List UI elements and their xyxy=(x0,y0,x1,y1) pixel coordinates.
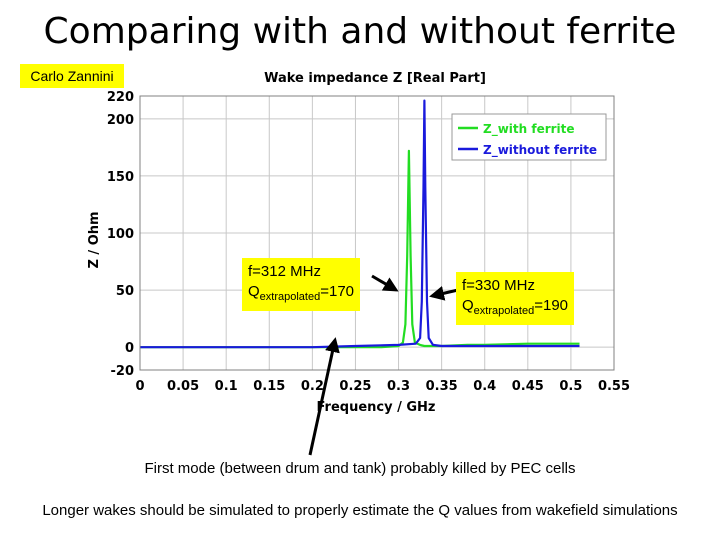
y-tick-label: -20 xyxy=(111,364,135,379)
callout-left-q-value: =170 xyxy=(320,283,355,300)
series-line-without-ferrite xyxy=(140,99,580,349)
callout-right: f=330 MHz Qextrapolated=190 xyxy=(456,272,575,325)
legend-label-with-ferrite: Z_with ferrite xyxy=(483,122,575,137)
callout-left-q-subscript: extrapolated xyxy=(259,291,321,303)
y-tick-label: 100 xyxy=(107,227,134,242)
chart-title: Wake impedance Z [Real Part] xyxy=(264,71,486,86)
arrow-left-callout xyxy=(371,274,399,292)
y-tick-label: 50 xyxy=(116,284,134,299)
callout-left-q: Qextrapolated=170 xyxy=(248,282,354,307)
y-tick-label: 150 xyxy=(107,170,134,185)
callout-right-q-value: =190 xyxy=(534,297,569,314)
callout-right-q-subscript: extrapolated xyxy=(473,305,535,317)
callout-left-q-symbol: Q xyxy=(248,283,260,300)
callout-right-q: Qextrapolated=190 xyxy=(462,296,568,321)
callout-left-frequency: f=312 MHz xyxy=(248,263,321,280)
note-first-mode: First mode (between drum and tank) proba… xyxy=(144,460,576,477)
author-label: Carlo Zannini xyxy=(20,64,124,88)
x-tick-label: 0.05 xyxy=(167,379,199,394)
x-tick-label: 0.25 xyxy=(339,379,371,394)
y-axis-label: Z / Ohm xyxy=(87,211,102,268)
note-longer-wakes: Longer wakes should be simulated to prop… xyxy=(42,502,678,519)
y-tick-label: 0 xyxy=(125,341,134,356)
x-tick-label: 0.5 xyxy=(559,379,582,394)
callout-left: f=312 MHz Qextrapolated=170 xyxy=(242,258,361,311)
x-tick-label: 0.3 xyxy=(387,379,410,394)
x-tick-label: 0 xyxy=(135,379,144,394)
slide-title: Comparing with and without ferrite xyxy=(43,11,677,52)
callout-right-q-symbol: Q xyxy=(462,297,474,314)
legend: Z_with ferrite Z_without ferrite xyxy=(451,113,607,161)
y-tick-label: 200 xyxy=(107,113,134,128)
plot-frame xyxy=(139,95,615,371)
x-tick-label: 0.45 xyxy=(512,379,544,394)
x-tick-label: 0.2 xyxy=(301,379,324,394)
x-tick-label: 0.1 xyxy=(215,379,238,394)
y-tick-label: 220 xyxy=(107,90,134,105)
legend-label-without-ferrite: Z_without ferrite xyxy=(483,143,597,158)
legend-box xyxy=(451,113,607,161)
arrow-first-mode xyxy=(308,337,340,456)
callout-right-frequency: f=330 MHz xyxy=(462,277,535,294)
x-tick-label: 0.4 xyxy=(473,379,496,394)
x-tick-label: 0.55 xyxy=(598,379,630,394)
x-tick-label: 0.35 xyxy=(426,379,458,394)
arrow-right-callout xyxy=(429,285,459,301)
x-tick-label: 0.15 xyxy=(253,379,285,394)
x-axis-label: Frequency / GHz xyxy=(316,400,435,415)
